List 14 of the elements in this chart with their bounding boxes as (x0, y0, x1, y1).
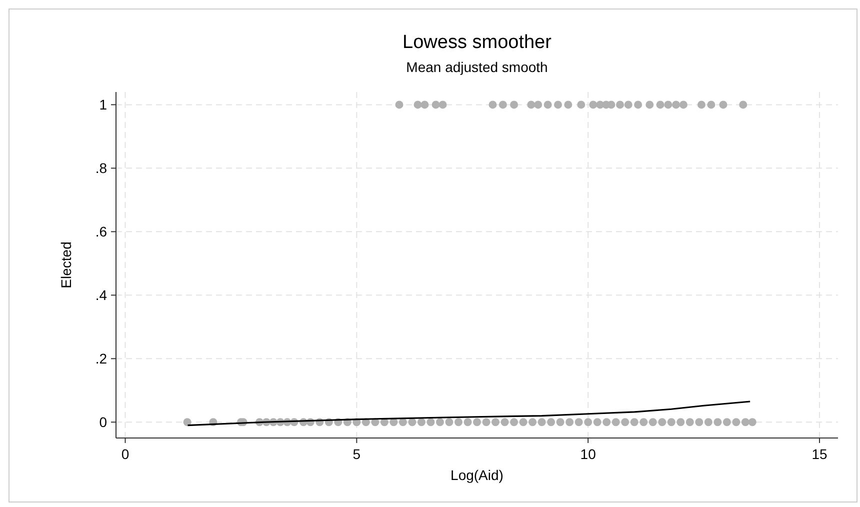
x-tick-label: 0 (121, 446, 130, 462)
x-tick-label: 10 (580, 446, 596, 462)
x-tick-label: 5 (352, 446, 361, 462)
chart-subtitle: Mean adjusted smooth (406, 59, 548, 75)
chart-title: Lowess smoother (402, 32, 552, 53)
y-tick-label: .2 (95, 350, 108, 367)
y-tick-label: 0 (99, 414, 108, 430)
y-tick-label: .6 (95, 224, 108, 240)
y-axis-title: Elected (58, 242, 74, 288)
y-tick-label: 1 (99, 96, 108, 113)
y-tick-label: .4 (95, 287, 108, 304)
x-axis-title: Log(Aid) (450, 467, 504, 483)
x-tick-label: 15 (812, 446, 828, 462)
y-tick-label: .8 (95, 160, 108, 176)
